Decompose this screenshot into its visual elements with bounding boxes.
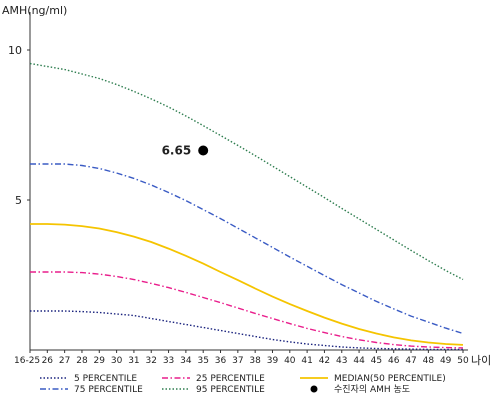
x-tick-label: 44 (353, 356, 365, 366)
legend: 5 PERCENTILE 25 PERCENTILE MEDIAN(50 PERCE… (40, 374, 446, 395)
x-tick-label: 37 (232, 356, 243, 366)
x-tick-label: 30 (111, 356, 123, 366)
legend-label: 75 PERCENTILE (74, 385, 143, 395)
y-tick-label: 10 (8, 44, 22, 57)
series-line-75-percentile (30, 163, 464, 335)
x-tick-label: 38 (249, 356, 261, 366)
x-tick-label: 41 (301, 356, 312, 366)
legend-label: 95 PERCENTILE (196, 385, 265, 395)
legend-swatch-point (310, 385, 318, 393)
legend-label: 5 PERCENTILE (74, 374, 137, 384)
patient-point (198, 145, 209, 156)
patient-point-layer: 6.65 (162, 144, 209, 158)
chart-axes (29, 12, 468, 351)
x-tick-label: 36 (215, 356, 227, 366)
x-tick-label: 49 (440, 356, 452, 366)
x-tick-label: 50 (457, 356, 469, 366)
x-tick-label: 16-25 (14, 356, 40, 366)
legend-label: 수진자의 AMH 농도 (334, 384, 410, 395)
series-line-25-percentile (30, 271, 464, 349)
series-line-median-50-percentile- (30, 223, 464, 346)
x-tick-label: 43 (336, 356, 347, 366)
x-tick-label: 42 (319, 356, 330, 366)
x-tick-label: 29 (94, 356, 106, 366)
x-tick-label: 28 (76, 356, 88, 366)
x-tick-label: 34 (180, 356, 192, 366)
y-tick-label: 5 (15, 194, 22, 207)
x-tick-label: 35 (197, 356, 208, 366)
x-tick-label: 27 (59, 356, 70, 366)
legend-label: 25 PERCENTILE (196, 374, 265, 384)
series-line-95-percentile (29, 62, 464, 281)
x-axis-label: 나이 (471, 354, 491, 367)
x-tick-label: 46 (388, 356, 400, 366)
x-tick-label: 31 (128, 356, 139, 366)
x-tick-label: 33 (163, 356, 174, 366)
legend-label: MEDIAN(50 PERCENTILE) (334, 374, 446, 384)
x-axis-ticks: 16-25 26 27 28 29 30 31 32 33 34 35 36 37 38 39 40 41 42 4… (14, 350, 469, 366)
series-line-5-percentile (30, 310, 463, 351)
x-tick-label: 45 (371, 356, 382, 366)
series-layer (29, 62, 464, 351)
x-tick-label: 48 (423, 356, 435, 366)
x-tick-label: 32 (146, 356, 157, 366)
patient-point-label: 6.65 (162, 144, 192, 158)
x-tick-label: 40 (284, 356, 296, 366)
y-axis-label: AMH(ng/ml) (2, 4, 67, 17)
y-axis-ticks: 5 10 (8, 44, 30, 207)
x-tick-label: 26 (42, 356, 54, 366)
x-tick-label: 47 (405, 356, 416, 366)
x-tick-label: 39 (267, 356, 279, 366)
